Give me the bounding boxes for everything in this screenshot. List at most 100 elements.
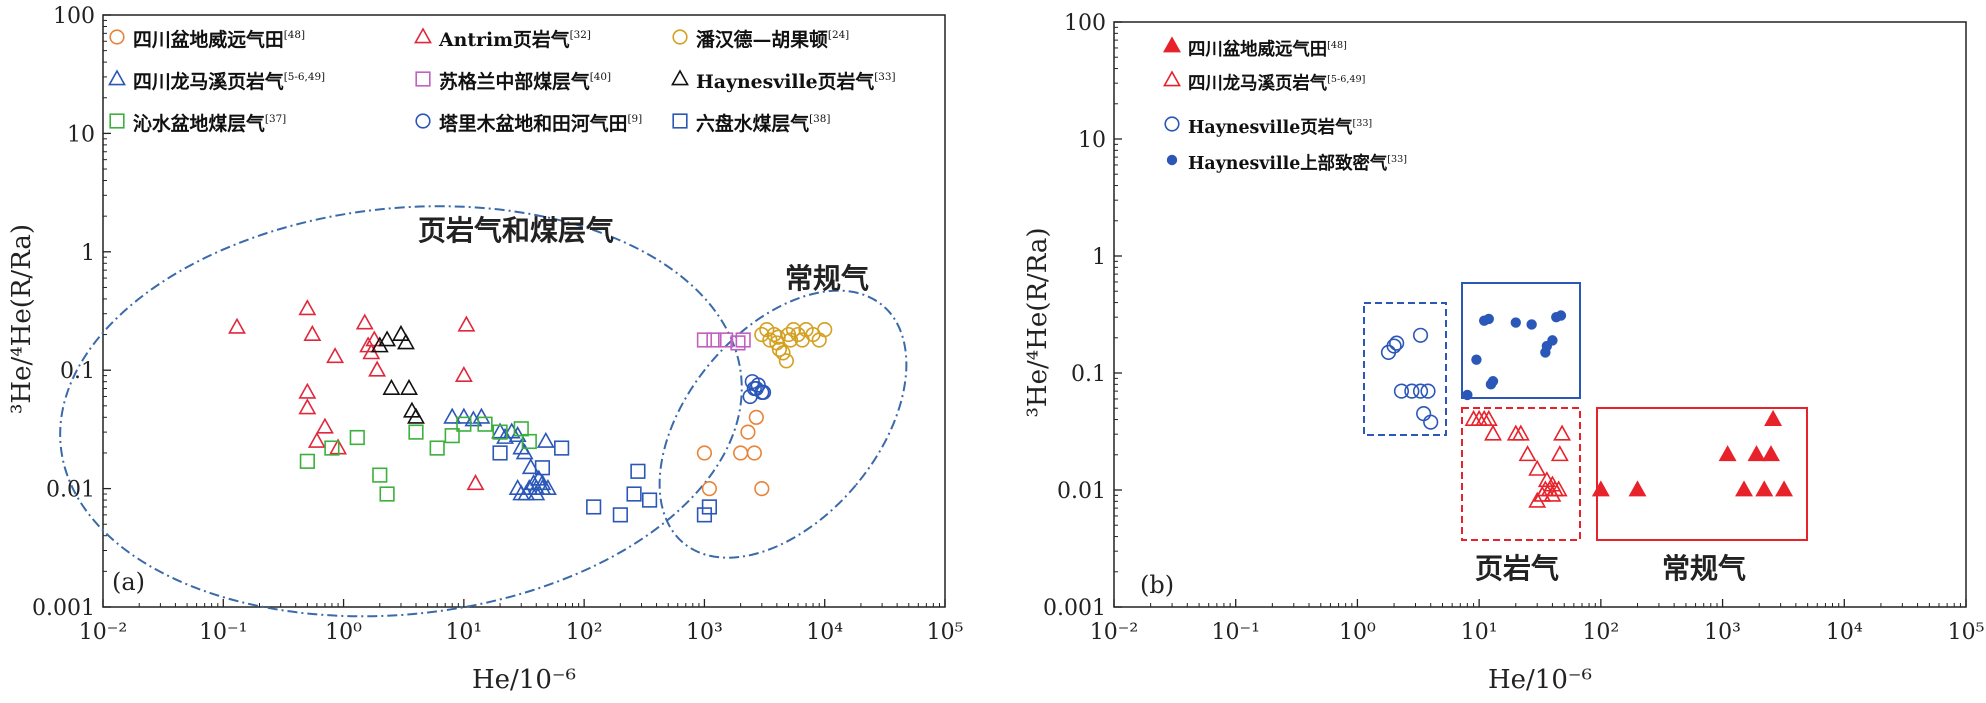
series-3 [1462,310,1567,401]
data-point [1412,327,1429,343]
haynesville-shale-box [1363,302,1447,436]
data-point [298,382,317,399]
data-point [754,326,770,343]
data-point [444,428,460,444]
data-point [496,427,515,444]
y-tick-label: 100 [1064,11,1106,36]
legend-entry-ref: [32] [570,29,591,41]
legend: 四川盆地威远气田[48] 四川龙马溪页岩气[5-6,49] Haynesville页… [1163,36,1407,174]
x-tick-label: 10¹ [1461,620,1498,645]
legend-marker [414,27,432,44]
plot-frame [102,14,946,608]
data-point [349,429,365,446]
legend-entry-name: 沁水盆地煤层气 [133,112,265,135]
series-1 [1464,409,1572,508]
legend-marker [415,113,431,129]
x-tick-label: 10³ [686,620,723,645]
data-point [1412,383,1429,399]
y-tick-label: 0.001 [1043,596,1106,621]
panel-b: 10⁻² 10⁻¹ 10⁰ 10¹ 10² 10³ 10⁴ 10⁵ 100 10 1 0.1 0.01 0… [1023,11,1984,695]
legend-entry-name: 四川盆地威远气田 [133,28,284,51]
plot-frame [1113,21,1967,608]
data-point [1404,383,1420,399]
legend-entry: Haynesville页岩气[33] [1188,117,1372,138]
legend-entry: 苏格兰中部煤层气[40] [439,70,611,93]
x-tick-label: 10⁵ [1948,620,1985,645]
data-point [626,486,642,502]
data-point [400,378,418,395]
series-6 [299,416,537,502]
data-point [1555,310,1567,321]
data-point [1487,376,1499,387]
x-tick-label: 10⁻¹ [1211,620,1259,645]
x-axis-title: He/10⁻⁶ [1488,665,1592,695]
legend-entry: 塔里木盆地和田河气田[9] [439,112,642,135]
data-point [762,332,778,348]
data-point [641,492,658,508]
legend-entry: 四川龙马溪页岩气[5-6,49] [133,70,325,93]
data-point [457,315,476,332]
data-point [529,469,548,486]
data-point [817,322,833,338]
series-4 [696,332,751,351]
data-point [464,410,483,427]
data-point [630,463,646,479]
data-point [1549,480,1568,497]
legend-entry-name: 四川龙马溪页岩气 [133,70,284,93]
data-point [1423,414,1439,430]
data-point [755,384,772,400]
data-point [766,326,782,343]
legend-entry-ref: [24] [828,29,849,41]
data-point [554,440,570,456]
data-point [492,424,508,440]
data-point [1526,319,1537,330]
data-point [1553,424,1572,441]
data-point [696,332,713,348]
legend-entry-name: Haynesville页岩气 [696,70,874,93]
legend-entry-name: 四川龙马溪页岩气 [1188,73,1328,94]
data-point [391,324,410,341]
data-point [324,440,340,456]
data-point [790,326,806,343]
y-tick-label: 0.1 [1071,362,1106,387]
data-point [365,330,384,347]
data-point [379,486,395,502]
series-0 [1591,409,1794,497]
data-point [770,329,786,345]
data-point [718,332,734,348]
data-point [443,407,462,424]
data-point [303,324,322,341]
data-point [1543,475,1562,492]
data-point [454,407,473,424]
shale-gas-label: 页岩气 [1475,552,1559,585]
data-point [1484,424,1502,441]
data-point [1416,405,1432,422]
conventional-box [1596,407,1808,541]
panel-label: (a) [112,568,145,596]
data-point [1764,409,1783,426]
legend-marker [109,113,125,129]
data-point [454,365,473,383]
y-tick-label: 0.1 [60,359,95,384]
legend-marker [1166,154,1178,166]
series-1 [228,299,485,491]
legend-marker [1163,36,1181,53]
legend-entry-name: Haynesville页岩气 [1188,117,1353,138]
y-axis-title: ³He/⁴He(R/Ra) [1023,227,1053,417]
data-point [1389,335,1405,351]
data-point [517,484,536,501]
legend-entry-ref: [33] [874,71,895,83]
data-point [1483,313,1494,325]
legend-entry: Haynesville页岩气[33] [696,70,896,93]
legend-entry-ref: [37] [265,113,286,125]
shale-coal-region-outline [59,205,743,618]
x-tick-label: 10³ [1704,620,1741,645]
data-point [1718,445,1737,462]
y-axis-title: ³He/⁴He(R/Ra) [7,224,37,414]
data-point [368,360,387,377]
data-point [754,481,770,497]
legend-entry-ref: [5-6,49] [284,71,325,83]
y-tick-label: 0.001 [32,596,95,621]
legend-entry-name: 潘汉德—胡果顿 [696,28,828,51]
legend-entry-ref: [48] [1327,40,1347,51]
